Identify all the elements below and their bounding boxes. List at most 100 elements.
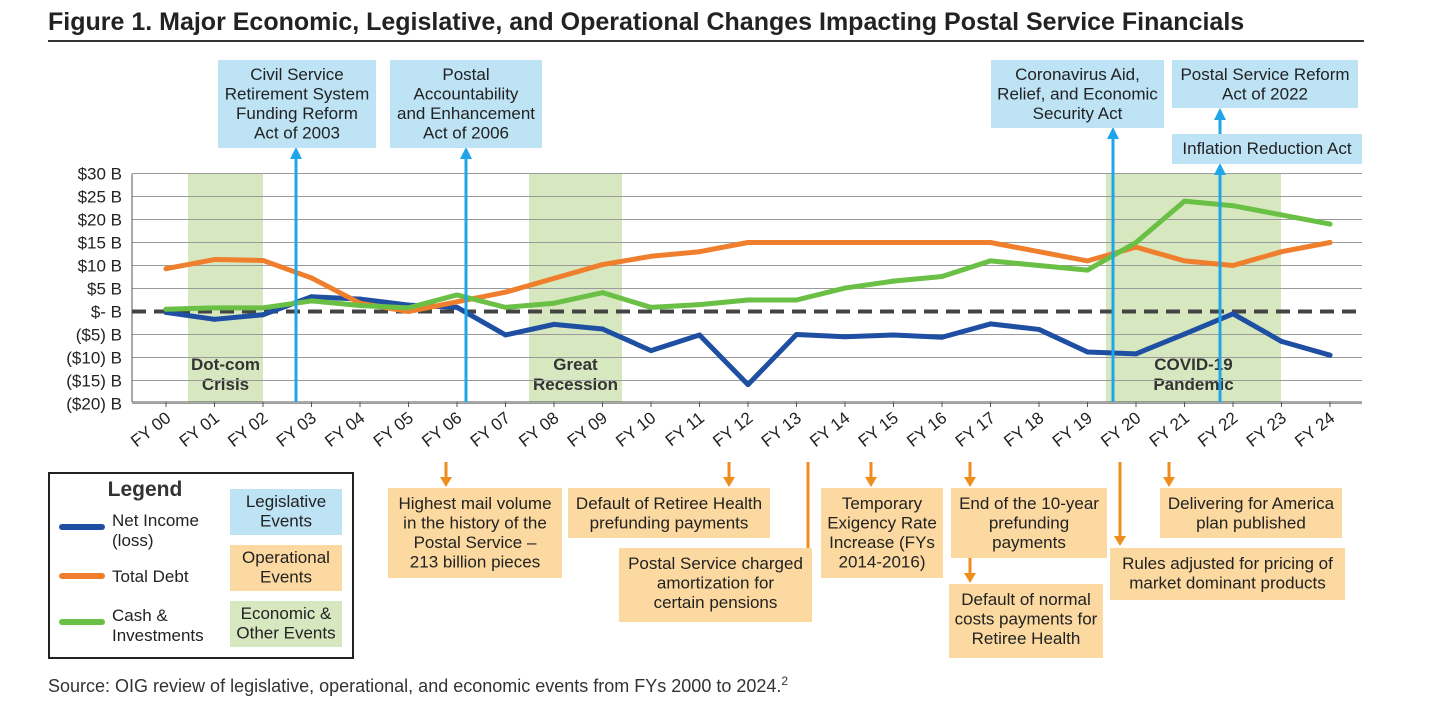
legislative-arrowhead <box>460 147 472 159</box>
operational-event-label-line: Retiree Health <box>972 629 1081 648</box>
legislative-event-label-line: Accountability <box>414 85 519 104</box>
legend-label-line: Investments <box>112 626 204 645</box>
operational-event-label-line: Increase (FYs <box>829 533 935 552</box>
legislative-event-box <box>991 60 1164 128</box>
x-tick-label: FY 09 <box>564 408 611 451</box>
operational-event-box <box>388 488 562 578</box>
data-point <box>794 297 799 303</box>
data-point <box>551 321 557 327</box>
x-tick-label: FY 17 <box>952 408 999 451</box>
series-cash-investments <box>163 198 1333 312</box>
data-point <box>503 289 508 295</box>
y-tick-label: ($20) B <box>66 395 122 414</box>
data-point <box>745 240 751 245</box>
data-point <box>1085 267 1090 273</box>
data-point <box>260 312 266 318</box>
data-point <box>1085 258 1090 264</box>
y-tick-label: $15 B <box>78 234 122 253</box>
data-point <box>648 348 654 354</box>
data-point <box>1279 212 1284 218</box>
data-point <box>309 294 314 300</box>
title-underline <box>48 40 1364 42</box>
operational-event-box <box>949 584 1103 658</box>
data-point <box>1036 326 1042 332</box>
data-point <box>454 292 460 298</box>
data-point <box>551 275 557 281</box>
operational-event-label-line: market dominant products <box>1129 574 1326 593</box>
legislative-event-label-line: and Enhancement <box>397 104 535 123</box>
x-tick-label: FY 14 <box>806 408 853 451</box>
data-point <box>939 334 945 340</box>
legislative-event-label-line: Coronavirus Aid, <box>1015 65 1140 84</box>
legislative-arrowhead <box>290 147 302 159</box>
x-tick-label: FY 21 <box>1146 408 1193 451</box>
economic-band-label-line: Dot-com <box>191 355 260 374</box>
x-tick-label: FY 23 <box>1243 408 1290 451</box>
legislative-event-label-line: Act of 2006 <box>423 124 509 143</box>
legislative-arrowhead <box>1214 163 1226 175</box>
x-tick-label: FY 02 <box>224 408 271 451</box>
x-tick-label: FY 11 <box>662 408 708 450</box>
legislative-event-label-line: Relief, and Economic <box>997 85 1158 104</box>
data-point <box>988 321 993 327</box>
x-tick-label: FY 01 <box>176 408 223 451</box>
data-point <box>503 332 508 338</box>
legislative-event-label-line: Retirement System <box>225 85 370 104</box>
data-point <box>1133 240 1139 245</box>
legislative-event-label-line: Postal Service Reform <box>1180 65 1349 84</box>
data-point <box>1230 203 1236 209</box>
data-point <box>794 240 799 245</box>
data-point <box>454 299 460 305</box>
x-tick-label: FY 08 <box>515 408 562 451</box>
data-point <box>309 298 314 304</box>
legislative-event-label-line: Funding Reform <box>236 104 358 123</box>
x-tick-label: FY 13 <box>758 408 805 451</box>
operational-event-box <box>821 488 943 578</box>
x-tick-label: FY 04 <box>321 408 368 451</box>
operational-event-label-line: Delivering for America <box>1168 494 1335 513</box>
data-point <box>842 240 848 245</box>
economic-band-label-line: COVID-19 <box>1154 355 1232 374</box>
legislative-event-label-line: Act of 2022 <box>1222 85 1308 104</box>
operational-event-label-line: Temporary <box>842 494 923 513</box>
data-point <box>1230 311 1236 317</box>
data-point <box>697 332 702 338</box>
data-point <box>1133 351 1139 357</box>
source-note: Source: OIG review of legislative, opera… <box>48 674 788 697</box>
data-point <box>163 266 169 272</box>
operational-arrowhead <box>723 477 735 487</box>
source-text: Source: OIG review of legislative, opera… <box>48 676 782 696</box>
y-tick-label: ($5) B <box>76 326 122 345</box>
operational-event-label-line: prefunding <box>989 514 1069 533</box>
operational-arrowhead <box>964 573 976 583</box>
data-point <box>600 326 605 332</box>
legislative-event-label-line: Inflation Reduction Act <box>1182 139 1351 158</box>
legislative-event-box <box>218 60 376 148</box>
data-point <box>842 334 848 340</box>
data-point <box>1182 198 1187 204</box>
data-point <box>1085 349 1090 355</box>
data-point <box>891 278 896 284</box>
x-tick-label: FY 24 <box>1291 408 1338 451</box>
legend-label-line: Net Income <box>112 511 199 530</box>
data-point <box>503 304 508 310</box>
data-point <box>212 316 217 322</box>
x-tick-label: FY 00 <box>127 408 174 451</box>
y-tick-label: $30 B <box>78 165 122 184</box>
data-point <box>1036 249 1042 255</box>
operational-event-label-line: Rules adjusted for pricing of <box>1122 554 1333 573</box>
data-point <box>309 275 314 281</box>
legislative-arrowhead <box>1107 127 1119 139</box>
legend-event-swatch <box>230 601 342 647</box>
data-point <box>842 285 848 291</box>
data-point <box>1327 240 1333 245</box>
economic-band-label-line: Pandemic <box>1153 375 1233 394</box>
operational-event-label-line: Exigency Rate <box>827 514 937 533</box>
legend: Legend Net Income(loss) Total Debt Cash &In… <box>48 472 354 659</box>
data-point <box>988 258 993 264</box>
data-point <box>1279 249 1284 255</box>
operational-event-label-line: prefunding payments <box>590 514 749 533</box>
legislative-event-box <box>390 60 542 148</box>
legend-event-label-line: Legislative <box>246 492 326 511</box>
legislative-event-label-line: Act of 2003 <box>254 124 340 143</box>
